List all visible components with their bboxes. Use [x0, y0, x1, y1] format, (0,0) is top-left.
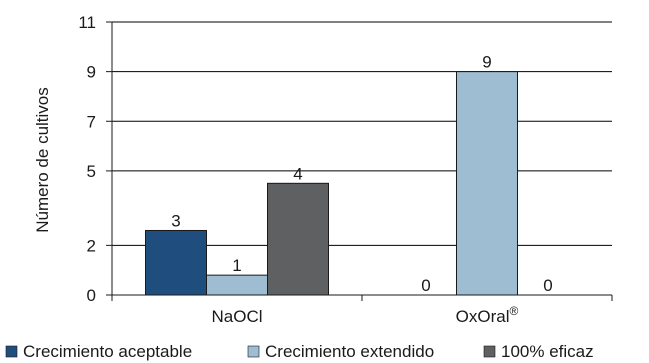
legend-swatch: [247, 345, 260, 358]
axes: [111, 22, 613, 301]
x-tick-label: OxOral®: [456, 304, 519, 326]
x-tick-label: NaOCl: [211, 307, 262, 326]
data-label: 1: [232, 256, 241, 275]
data-label: 3: [171, 211, 180, 230]
y-tick-label: 9: [87, 63, 96, 82]
y-tick-label: 0: [87, 286, 96, 305]
data-labels: 3 1 4 0 9 0: [171, 53, 552, 295]
y-tick-label: 5: [87, 162, 96, 181]
registered-mark: ®: [510, 304, 519, 318]
y-tick-label: 11: [78, 13, 96, 32]
legend: Crecimiento aceptable Crecimiento extendi…: [5, 342, 594, 361]
grid-lines: [112, 21, 612, 246]
data-label: 9: [482, 53, 491, 72]
legend-swatch: [5, 345, 18, 358]
bar-crecimiento-extendido-oxoral: [456, 71, 518, 296]
bar-100-eficaz-naocl: [267, 182, 329, 296]
y-tick-label: 7: [87, 112, 96, 131]
bar-crecimiento-extendido-naocl: [206, 274, 268, 296]
x-tick-labels: NaOCl OxOral®: [211, 304, 518, 326]
legend-label: 100% eficaz: [501, 342, 594, 361]
legend-label: Crecimiento aceptable: [23, 342, 192, 361]
data-label: 4: [293, 164, 302, 183]
data-label: 0: [421, 276, 430, 295]
y-axis-label: Número de cultivos: [33, 87, 52, 233]
legend-label: Crecimiento extendido: [265, 342, 434, 361]
bars: [145, 71, 518, 296]
data-label: 0: [543, 276, 552, 295]
bar-crecimiento-aceptable-naocl: [145, 229, 207, 296]
y-tick-label: 2: [87, 236, 96, 255]
legend-swatch: [483, 345, 496, 358]
y-tick-labels: 0 2 5 7 9 11: [78, 13, 112, 305]
